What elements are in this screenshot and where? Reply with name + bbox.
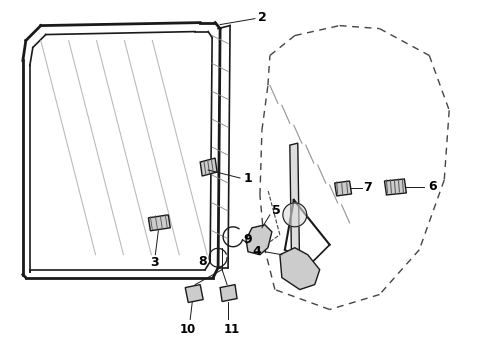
Polygon shape (385, 179, 406, 195)
Text: 8: 8 (198, 255, 206, 268)
Polygon shape (246, 225, 272, 255)
Text: 4: 4 (252, 245, 261, 258)
Text: 6: 6 (428, 180, 437, 193)
Polygon shape (220, 285, 237, 302)
Polygon shape (280, 248, 319, 289)
Text: 10: 10 (180, 323, 196, 336)
Text: 11: 11 (224, 323, 240, 336)
Polygon shape (185, 285, 203, 302)
Text: 7: 7 (363, 181, 372, 194)
Polygon shape (200, 158, 217, 176)
Text: 3: 3 (150, 256, 159, 269)
Text: 1: 1 (244, 171, 252, 185)
Polygon shape (148, 215, 171, 231)
Polygon shape (283, 203, 307, 227)
Polygon shape (335, 181, 352, 196)
Text: 5: 5 (271, 204, 280, 217)
Text: 9: 9 (244, 233, 252, 246)
Text: 2: 2 (258, 11, 266, 24)
Polygon shape (290, 143, 300, 282)
